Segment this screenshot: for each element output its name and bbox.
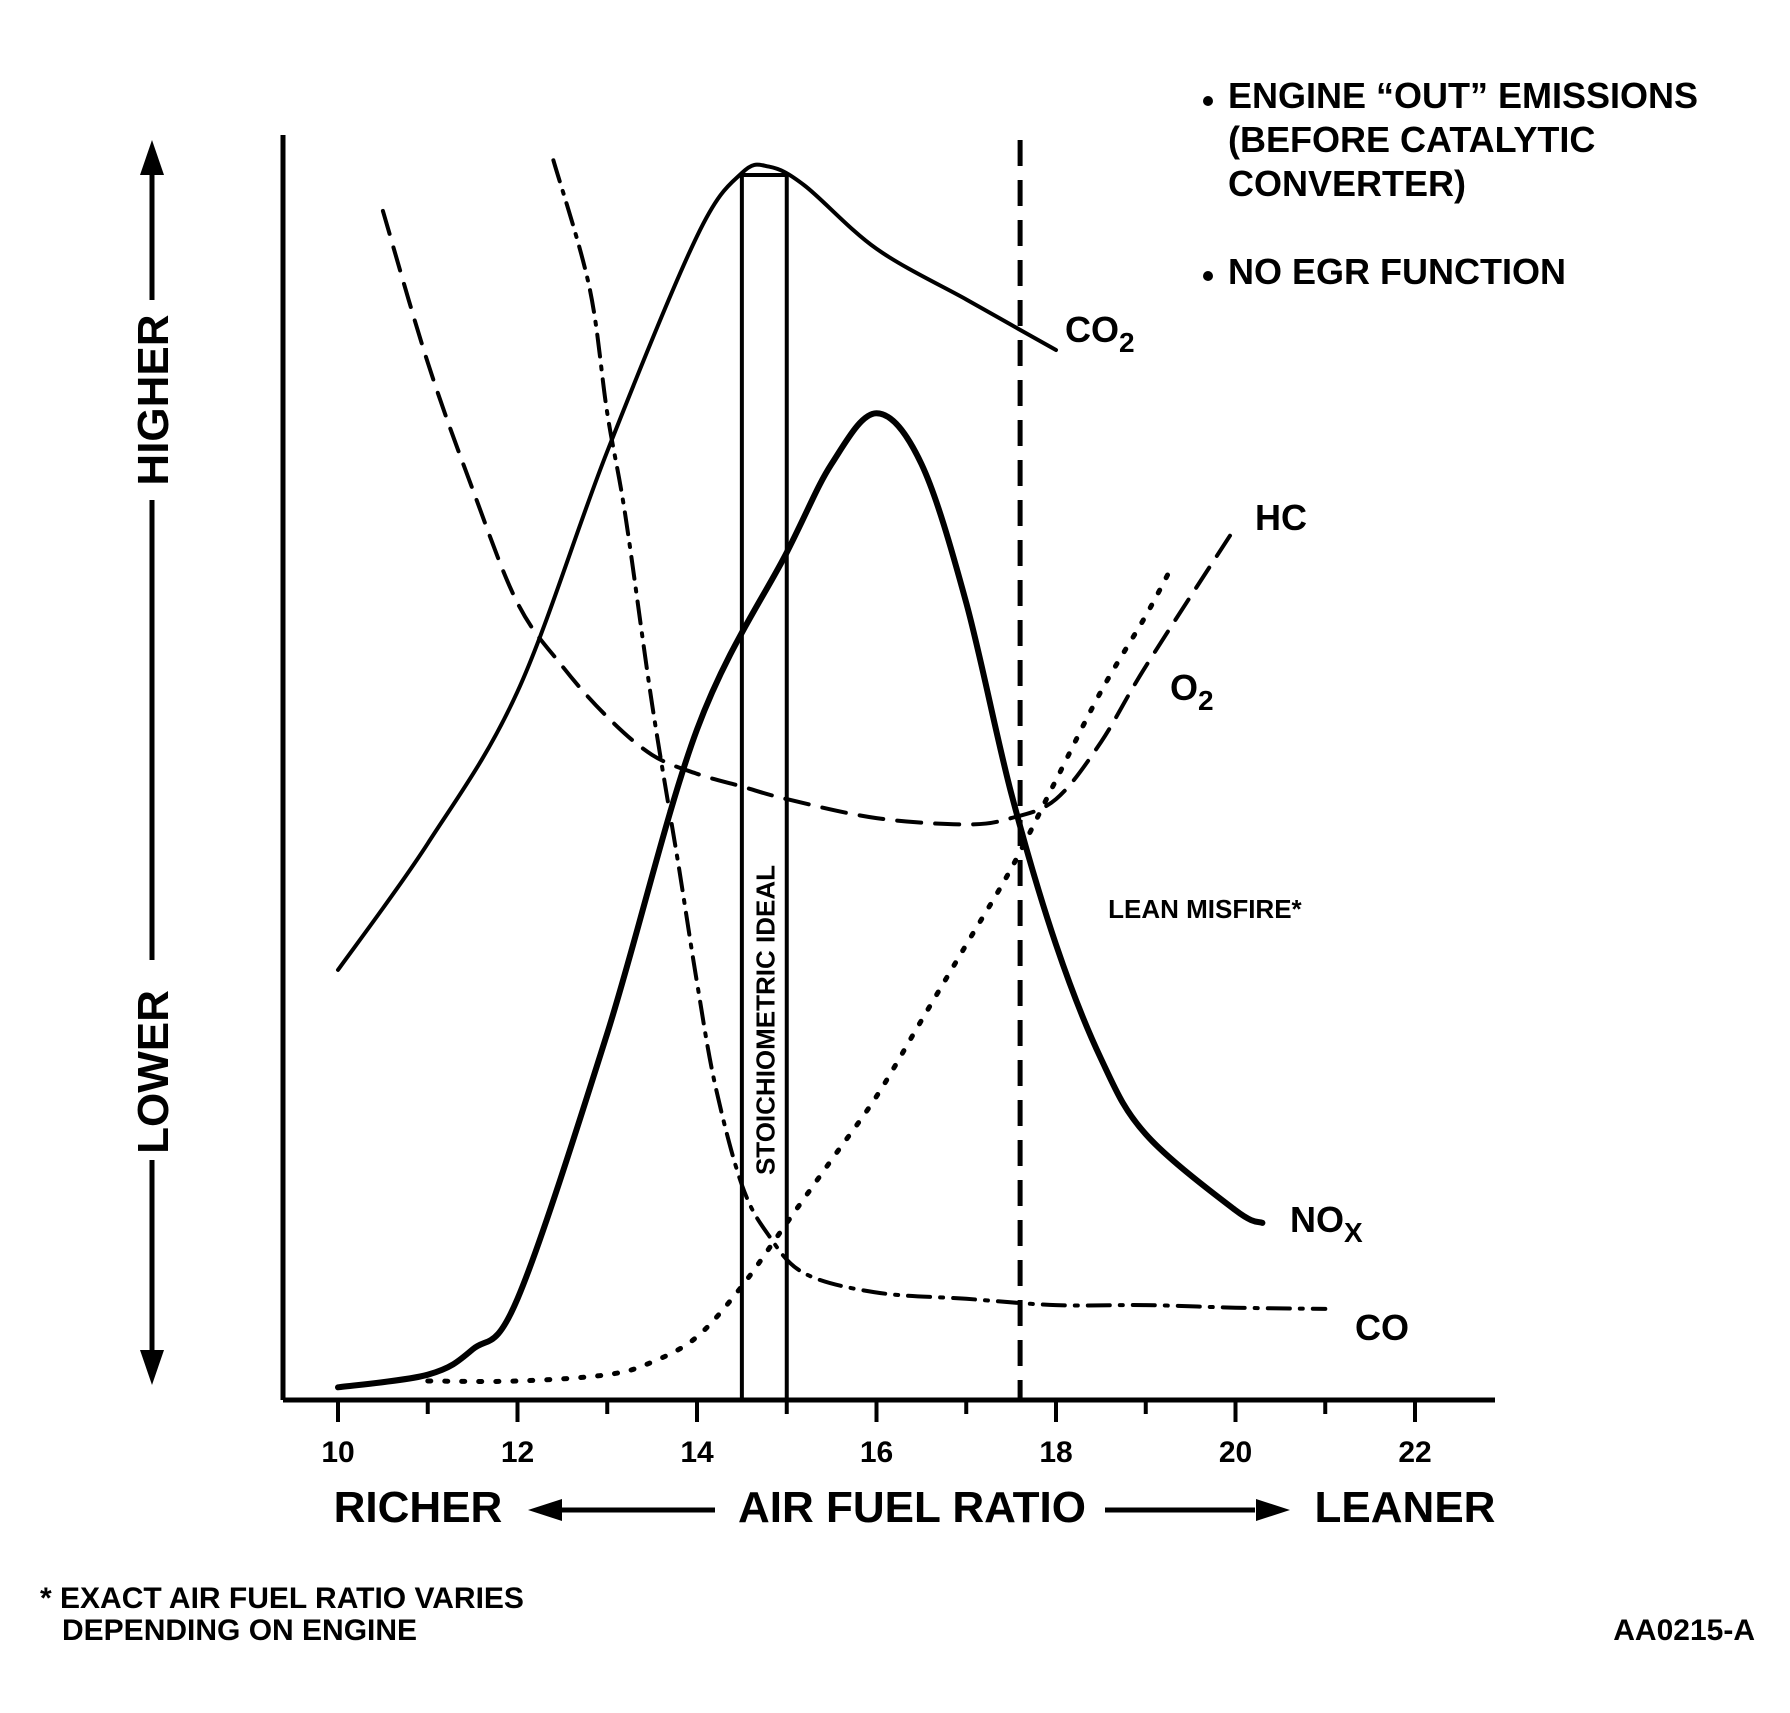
footnote-line-1: * EXACT AIR FUEL RATIO VARIES bbox=[40, 1582, 524, 1615]
x-direction-indicator: RICHER AIR FUEL RATIO LEANER bbox=[334, 1483, 1496, 1532]
notes: ENGINE “OUT” EMISSIONS (BEFORE CATALYTIC… bbox=[1203, 75, 1698, 292]
note-line-2: (BEFORE CATALYTIC bbox=[1228, 119, 1595, 160]
note-line-4: NO EGR FUNCTION bbox=[1228, 251, 1566, 292]
x-tick-label: 18 bbox=[1039, 1436, 1072, 1469]
x-tick-label: 14 bbox=[680, 1436, 714, 1469]
y-label-higher: HIGHER bbox=[129, 314, 178, 485]
note-bullet-2 bbox=[1203, 271, 1213, 281]
series-line-nox bbox=[335, 410, 1266, 1391]
series-label-co: CO bbox=[1355, 1307, 1409, 1348]
stoichiometric-band: STOICHIOMETRIC IDEAL bbox=[739, 173, 789, 1402]
note-line-3: CONVERTER) bbox=[1228, 163, 1466, 204]
figure-id: AA0215-A bbox=[1613, 1614, 1755, 1647]
x-tick-label: 12 bbox=[501, 1436, 534, 1469]
x-tick-label: 22 bbox=[1398, 1436, 1431, 1469]
lean-misfire-marker: LEAN MISFIRE* bbox=[1017, 140, 1303, 1400]
series-label-co2: CO2 bbox=[1065, 309, 1135, 358]
x-axis-ticks: 10 12 14 16 18 20 22 bbox=[321, 1400, 1432, 1469]
series-line-hc bbox=[380, 208, 1238, 827]
x-axis-title: AIR FUEL RATIO bbox=[738, 1483, 1086, 1532]
y-label-lower: LOWER bbox=[129, 990, 178, 1154]
arrow-left-icon bbox=[528, 1499, 562, 1521]
arrow-up-icon bbox=[140, 140, 164, 175]
series-labels: CO2 NOX HC O2 CO bbox=[1065, 309, 1409, 1348]
series-label-nox: NOX bbox=[1290, 1199, 1363, 1248]
x-tick-label: 16 bbox=[860, 1436, 893, 1469]
y-direction-indicator: HIGHER LOWER bbox=[129, 140, 178, 1385]
x-tick-label: 20 bbox=[1219, 1436, 1252, 1469]
series-label-hc: HC bbox=[1255, 497, 1307, 538]
series-line-co bbox=[551, 158, 1328, 1311]
x-tick-label: 10 bbox=[321, 1436, 354, 1469]
series-line-co2 bbox=[336, 162, 1058, 972]
x-label-leaner: LEANER bbox=[1315, 1483, 1496, 1532]
footnote-line-2: DEPENDING ON ENGINE bbox=[62, 1614, 417, 1647]
emission-curves bbox=[335, 158, 1328, 1391]
series-label-o2: O2 bbox=[1170, 667, 1214, 716]
stoichiometric-label: STOICHIOMETRIC IDEAL bbox=[750, 865, 780, 1175]
series-line-o2 bbox=[425, 562, 1176, 1384]
arrow-right-icon bbox=[1256, 1499, 1290, 1521]
lean-misfire-label: LEAN MISFIRE* bbox=[1108, 894, 1302, 924]
note-line-1: ENGINE “OUT” EMISSIONS bbox=[1228, 75, 1698, 116]
note-bullet-1 bbox=[1203, 96, 1213, 106]
stoichiometric-band-rect bbox=[739, 173, 789, 1402]
arrow-down-icon bbox=[140, 1350, 164, 1385]
x-label-richer: RICHER bbox=[334, 1483, 503, 1532]
